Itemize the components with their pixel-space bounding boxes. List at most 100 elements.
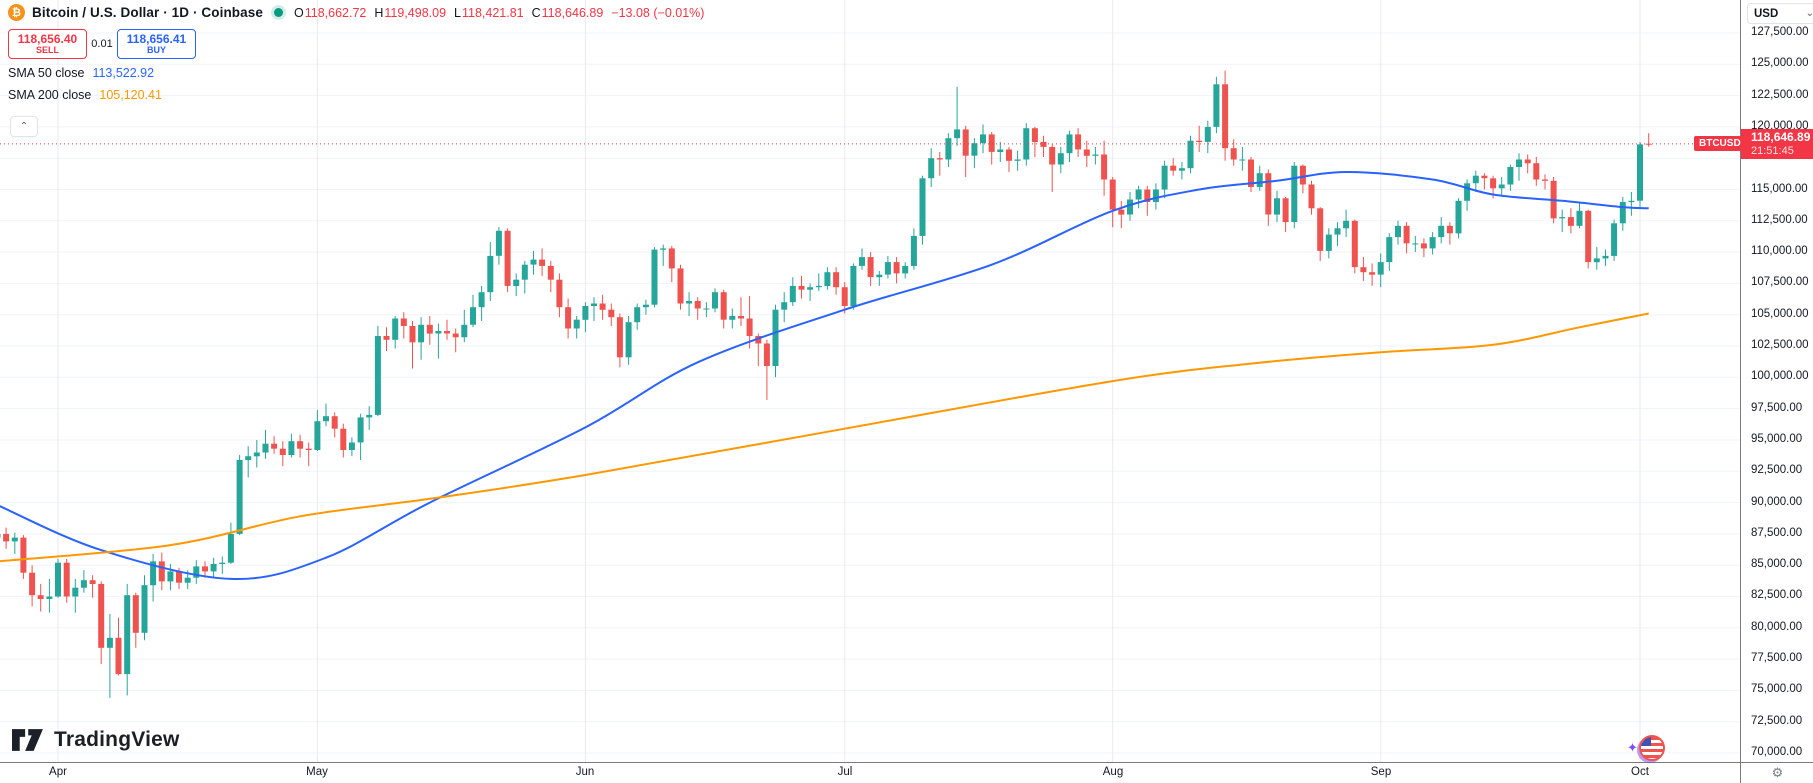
candle-body: [253, 452, 260, 457]
candle-body: [815, 285, 822, 288]
candle-body: [435, 331, 442, 334]
candle-body: [98, 583, 105, 648]
chart-pane[interactable]: BTCUSD: [0, 0, 1746, 762]
price-axis-label: 82,500.00: [1751, 589, 1803, 601]
candle-body: [1230, 148, 1237, 160]
candle-body: [331, 416, 338, 429]
candle-body: [279, 448, 286, 455]
candle-body: [150, 561, 157, 586]
candle-body: [1472, 175, 1479, 184]
candle-body: [1040, 141, 1047, 147]
candle-body: [158, 561, 165, 582]
indicator-legend-sma200[interactable]: SMA 200 close 105,120.41: [8, 88, 162, 102]
candle-body: [106, 637, 113, 648]
sma50-value: 113,522.92: [92, 66, 155, 80]
currency-selector[interactable]: USD ⌄: [1747, 3, 1813, 24]
candle-body: [859, 257, 865, 266]
time-axis-label: Oct: [1631, 766, 1649, 778]
candle-body: [988, 134, 995, 152]
candle-body: [928, 158, 935, 179]
candle-body: [599, 303, 606, 310]
candle-body: [971, 143, 978, 156]
candle-body: [1559, 217, 1566, 219]
time-axis[interactable]: Apr May Jun Jul Aug Sep Oct: [0, 762, 1813, 783]
candle-body: [1248, 159, 1254, 187]
collapse-legend-button[interactable]: ⌃: [10, 116, 38, 137]
chart-header: ₿ Bitcoin / U.S. Dollar · 1D · Coinbase …: [8, 4, 704, 21]
candle-body: [3, 533, 10, 542]
candle-body: [513, 279, 520, 286]
candle-body: [1196, 140, 1203, 142]
symbol-title[interactable]: Bitcoin / U.S. Dollar · 1D · Coinbase: [32, 5, 263, 20]
sma200-name: SMA 200 close: [8, 88, 92, 102]
candle-body: [573, 319, 580, 329]
price-axis-label: 97,500.00: [1751, 402, 1803, 414]
candle-body: [1170, 165, 1177, 171]
candle-body: [850, 265, 857, 306]
candle-body: [1083, 149, 1090, 156]
candle-body: [1412, 243, 1419, 245]
axis-settings-button[interactable]: ⚙: [1740, 762, 1813, 783]
candle-body: [1239, 159, 1246, 161]
candle-body: [227, 533, 234, 563]
candle-body: [245, 456, 252, 460]
price-axis[interactable]: USD ⌄ 127,500.00 125,000.00 122,500.00 120,…: [1740, 0, 1813, 762]
candle-body: [962, 129, 969, 156]
tradingview-logo[interactable]: TradingView: [12, 727, 180, 753]
price-axis-label: 100,000.00: [1751, 370, 1809, 382]
candle-body: [668, 248, 675, 269]
economic-event-marker[interactable]: ✦: [1627, 735, 1665, 761]
candle-body: [660, 248, 667, 250]
candle-body: [833, 272, 840, 288]
candle-body: [478, 292, 485, 308]
candle-body: [789, 285, 796, 303]
candle-body: [1109, 179, 1116, 210]
candle-body: [202, 566, 208, 572]
sell-button[interactable]: 118,656.40 SELL: [8, 29, 87, 59]
candle-body: [1576, 210, 1583, 226]
candle-body: [374, 336, 381, 415]
indicator-legend-sma50[interactable]: SMA 50 close 113,522.92: [8, 66, 154, 80]
candle-body: [841, 287, 848, 306]
candle-body: [409, 326, 416, 343]
candle-body: [1593, 258, 1600, 263]
candle-body: [720, 292, 727, 320]
buy-button[interactable]: 118,656.41 BUY: [117, 29, 196, 59]
candle-body: [1118, 209, 1125, 215]
sma50-line: [0, 170, 1649, 580]
candle-body: [1438, 225, 1445, 238]
candle-body: [89, 580, 96, 584]
sma50-name: SMA 50 close: [8, 66, 85, 80]
candle-body: [1031, 128, 1038, 142]
chevron-down-icon: ⌄: [1805, 8, 1813, 19]
candle-body: [141, 585, 148, 633]
candle-body: [1127, 199, 1133, 215]
sparkle-icon: ✦: [1627, 740, 1638, 755]
candle-body: [1057, 153, 1064, 165]
buy-label: BUY: [146, 44, 166, 55]
candle-body: [677, 268, 684, 304]
candle-body: [1023, 128, 1030, 160]
currency-label: USD: [1754, 7, 1779, 20]
candle-body: [1204, 126, 1211, 142]
low-value: L118,421.81: [454, 5, 524, 20]
candle-body: [184, 577, 191, 583]
candle-body: [46, 596, 53, 599]
candle-body: [1075, 134, 1082, 150]
candlestick-chart[interactable]: [0, 0, 1740, 762]
price-axis-label: 112,500.00: [1751, 214, 1808, 226]
candle-body: [1325, 234, 1332, 251]
buy-price: 118,656.41: [126, 31, 187, 46]
price-axis-label: 102,500.00: [1751, 339, 1809, 351]
candle-body: [1377, 262, 1384, 275]
candle-body: [591, 303, 597, 306]
candle-body: [738, 316, 744, 319]
candle-body: [1014, 159, 1021, 161]
candle-body: [383, 336, 390, 340]
candle-body: [504, 230, 511, 286]
candle-body: [1308, 184, 1315, 209]
candle-body: [1455, 200, 1462, 234]
candle-body: [418, 324, 425, 343]
tradingview-logo-text: TradingView: [54, 728, 180, 751]
candle-body: [1049, 147, 1056, 165]
